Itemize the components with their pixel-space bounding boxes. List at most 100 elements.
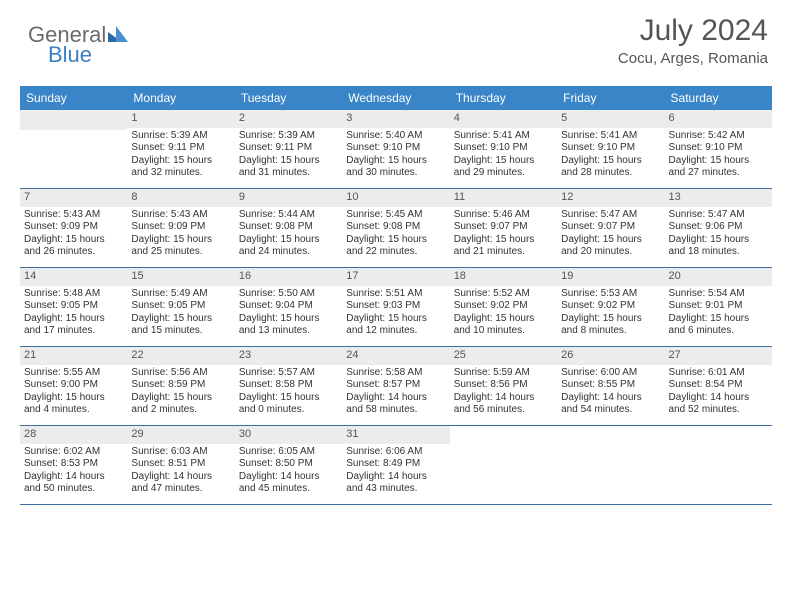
weekday-thursday: Thursday <box>450 86 557 110</box>
day-number: 9 <box>235 189 342 207</box>
weekday-sunday: Sunday <box>20 86 127 110</box>
weekday-monday: Monday <box>127 86 234 110</box>
day-info: Sunrise: 5:50 AMSunset: 9:04 PMDaylight:… <box>239 288 338 338</box>
logo-text-2: Blue <box>48 42 92 68</box>
day-number: 18 <box>450 268 557 286</box>
day-info: Sunrise: 5:43 AMSunset: 9:09 PMDaylight:… <box>131 209 230 259</box>
weekday-saturday: Saturday <box>665 86 772 110</box>
page-title: July 2024 <box>618 14 768 48</box>
day-cell-27: 27 Sunrise: 6:01 AMSunset: 8:54 PMDayligh… <box>665 347 772 425</box>
week-row: 1 Sunrise: 5:39 AMSunset: 9:11 PMDaylight… <box>20 110 772 189</box>
day-number: 17 <box>342 268 449 286</box>
day-number: 4 <box>450 110 557 128</box>
day-cell-12: 12 Sunrise: 5:47 AMSunset: 9:07 PMDayligh… <box>557 189 664 267</box>
day-info: Sunrise: 5:55 AMSunset: 9:00 PMDaylight:… <box>24 367 123 417</box>
day-info: Sunrise: 5:39 AMSunset: 9:11 PMDaylight:… <box>131 130 230 180</box>
day-cell-13: 13Sunrise: 5:47 AMSunset: 9:06 PMDayligh… <box>665 189 772 267</box>
day-number: 3 <box>342 110 449 128</box>
week-row: 14 Sunrise: 5:48 AMSunset: 9:05 PMDayligh… <box>20 268 772 347</box>
weekday-friday: Friday <box>557 86 664 110</box>
day-cell-29: 29 Sunrise: 6:03 AMSunset: 8:51 PMDayligh… <box>127 426 234 504</box>
day-cell-20: 20Sunrise: 5:54 AMSunset: 9:01 PMDayligh… <box>665 268 772 346</box>
day-info: Sunrise: 5:48 AMSunset: 9:05 PMDaylight:… <box>24 288 123 338</box>
day-info: Sunrise: 5:56 AMSunset: 8:59 PMDaylight:… <box>131 367 230 417</box>
day-cell-11: 11Sunrise: 5:46 AMSunset: 9:07 PMDayligh… <box>450 189 557 267</box>
day-info: Sunrise: 6:02 AMSunset: 8:53 PMDaylight:… <box>24 446 123 496</box>
day-cell-28: 28 Sunrise: 6:02 AMSunset: 8:53 PMDayligh… <box>20 426 127 504</box>
day-info: Sunrise: 6:05 AMSunset: 8:50 PMDaylight:… <box>239 446 338 496</box>
day-number: 16 <box>235 268 342 286</box>
day-number: 29 <box>127 426 234 444</box>
day-cell-30: 30 Sunrise: 6:05 AMSunset: 8:50 PMDayligh… <box>235 426 342 504</box>
day-cell-3: 3 Sunrise: 5:40 AMSunset: 9:10 PMDaylight… <box>342 110 449 188</box>
day-cell-15: 15 Sunrise: 5:49 AMSunset: 9:05 PMDayligh… <box>127 268 234 346</box>
day-cell-21: 21 Sunrise: 5:55 AMSunset: 9:00 PMDayligh… <box>20 347 127 425</box>
empty-cell <box>665 426 772 504</box>
week-row: 28 Sunrise: 6:02 AMSunset: 8:53 PMDayligh… <box>20 426 772 505</box>
day-number: 31 <box>342 426 449 444</box>
day-info: Sunrise: 5:41 AMSunset: 9:10 PMDaylight:… <box>454 130 553 180</box>
day-info: Sunrise: 5:47 AMSunset: 9:06 PMDaylight:… <box>669 209 768 259</box>
day-info: Sunrise: 5:44 AMSunset: 9:08 PMDaylight:… <box>239 209 338 259</box>
week-row: 21 Sunrise: 5:55 AMSunset: 9:00 PMDayligh… <box>20 347 772 426</box>
logo-sub: Blue <box>48 42 92 68</box>
day-number: 1 <box>127 110 234 128</box>
day-cell-16: 16 Sunrise: 5:50 AMSunset: 9:04 PMDayligh… <box>235 268 342 346</box>
day-number: 10 <box>342 189 449 207</box>
day-info: Sunrise: 5:54 AMSunset: 9:01 PMDaylight:… <box>669 288 768 338</box>
day-info: Sunrise: 5:51 AMSunset: 9:03 PMDaylight:… <box>346 288 445 338</box>
day-info: Sunrise: 5:58 AMSunset: 8:57 PMDaylight:… <box>346 367 445 417</box>
day-info: Sunrise: 6:06 AMSunset: 8:49 PMDaylight:… <box>346 446 445 496</box>
day-number: 24 <box>342 347 449 365</box>
day-info: Sunrise: 5:46 AMSunset: 9:07 PMDaylight:… <box>454 209 553 259</box>
day-cell-24: 24 Sunrise: 5:58 AMSunset: 8:57 PMDayligh… <box>342 347 449 425</box>
day-cell-18: 18 Sunrise: 5:52 AMSunset: 9:02 PMDayligh… <box>450 268 557 346</box>
day-number: 22 <box>127 347 234 365</box>
day-info: Sunrise: 5:57 AMSunset: 8:58 PMDaylight:… <box>239 367 338 417</box>
day-cell-14: 14 Sunrise: 5:48 AMSunset: 9:05 PMDayligh… <box>20 268 127 346</box>
day-info: Sunrise: 5:53 AMSunset: 9:02 PMDaylight:… <box>561 288 660 338</box>
weekday-tuesday: Tuesday <box>235 86 342 110</box>
day-cell-26: 26Sunrise: 6:00 AMSunset: 8:55 PMDayligh… <box>557 347 664 425</box>
title-block: July 2024 Cocu, Arges, Romania <box>618 14 768 67</box>
day-number: 28 <box>20 426 127 444</box>
day-cell-19: 19 Sunrise: 5:53 AMSunset: 9:02 PMDayligh… <box>557 268 664 346</box>
day-number: 27 <box>665 347 772 365</box>
day-number: 2 <box>235 110 342 128</box>
day-cell-6: 6Sunrise: 5:42 AMSunset: 9:10 PMDaylight… <box>665 110 772 188</box>
empty-cell <box>557 426 664 504</box>
day-cell-2: 2Sunrise: 5:39 AMSunset: 9:11 PMDaylight… <box>235 110 342 188</box>
day-cell-31: 31 Sunrise: 6:06 AMSunset: 8:49 PMDayligh… <box>342 426 449 504</box>
day-info: Sunrise: 5:59 AMSunset: 8:56 PMDaylight:… <box>454 367 553 417</box>
location: Cocu, Arges, Romania <box>618 50 768 67</box>
day-cell-8: 8 Sunrise: 5:43 AMSunset: 9:09 PMDaylight… <box>127 189 234 267</box>
day-number: 25 <box>450 347 557 365</box>
day-info: Sunrise: 5:52 AMSunset: 9:02 PMDaylight:… <box>454 288 553 338</box>
day-cell-4: 4 Sunrise: 5:41 AMSunset: 9:10 PMDaylight… <box>450 110 557 188</box>
day-number: 7 <box>20 189 127 207</box>
day-info: Sunrise: 5:47 AMSunset: 9:07 PMDaylight:… <box>561 209 660 259</box>
day-info: Sunrise: 6:01 AMSunset: 8:54 PMDaylight:… <box>669 367 768 417</box>
weekday-header: SundayMondayTuesdayWednesdayThursdayFrid… <box>20 86 772 110</box>
day-cell-22: 22 Sunrise: 5:56 AMSunset: 8:59 PMDayligh… <box>127 347 234 425</box>
day-cell-5: 5Sunrise: 5:41 AMSunset: 9:10 PMDaylight… <box>557 110 664 188</box>
day-number: 21 <box>20 347 127 365</box>
day-info: Sunrise: 5:49 AMSunset: 9:05 PMDaylight:… <box>131 288 230 338</box>
day-number: 30 <box>235 426 342 444</box>
day-number: 26 <box>557 347 664 365</box>
day-number: 14 <box>20 268 127 286</box>
day-info: Sunrise: 5:40 AMSunset: 9:10 PMDaylight:… <box>346 130 445 180</box>
day-cell-9: 9 Sunrise: 5:44 AMSunset: 9:08 PMDaylight… <box>235 189 342 267</box>
day-number: 19 <box>557 268 664 286</box>
day-number: 15 <box>127 268 234 286</box>
day-cell-1: 1 Sunrise: 5:39 AMSunset: 9:11 PMDaylight… <box>127 110 234 188</box>
week-row: 7Sunrise: 5:43 AMSunset: 9:09 PMDaylight… <box>20 189 772 268</box>
day-number: 12 <box>557 189 664 207</box>
logo-mark-icon <box>108 26 130 44</box>
day-info: Sunrise: 5:45 AMSunset: 9:08 PMDaylight:… <box>346 209 445 259</box>
day-cell-7: 7Sunrise: 5:43 AMSunset: 9:09 PMDaylight… <box>20 189 127 267</box>
day-number: 23 <box>235 347 342 365</box>
day-number: 5 <box>557 110 664 128</box>
day-number: 8 <box>127 189 234 207</box>
day-info: Sunrise: 6:03 AMSunset: 8:51 PMDaylight:… <box>131 446 230 496</box>
